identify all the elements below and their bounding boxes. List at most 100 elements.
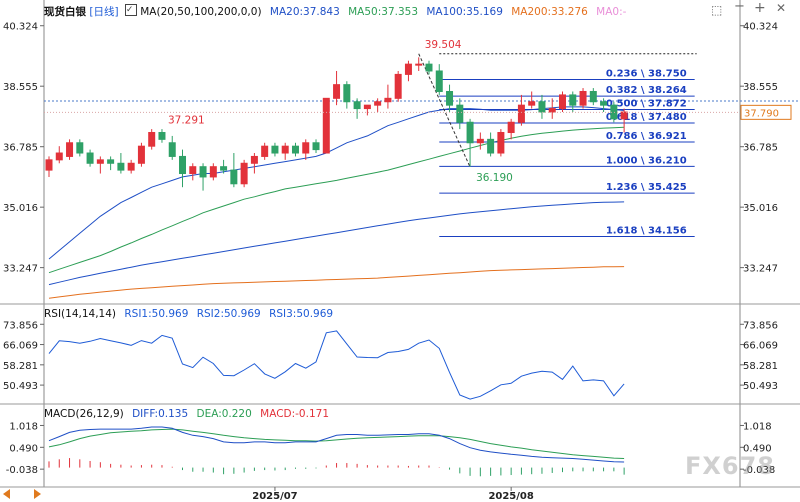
symbol-label: 现货白银	[44, 6, 86, 18]
candle-body	[384, 97, 392, 103]
fib-level-label: 0.618 \ 37.480	[606, 112, 687, 123]
ma-values-item: MA0:-	[592, 6, 627, 18]
candle-body	[569, 94, 577, 106]
candle-body	[250, 155, 258, 164]
rsi-legend-item: RSI2:50.969	[193, 308, 261, 320]
candle-body	[610, 104, 618, 120]
candle-body	[476, 138, 484, 144]
candle-body	[333, 84, 341, 99]
candle-body	[96, 159, 104, 164]
header-bar: 现货白银 [日线] ✓ MA(20,50,100,200,0,0) MA20:3…	[44, 4, 626, 19]
candle-body	[404, 63, 412, 75]
candle-body	[415, 63, 423, 66]
candle-body	[199, 166, 207, 178]
price-annotation: 37.291	[168, 114, 205, 126]
y-tick-label: 40.324	[743, 22, 778, 33]
candle-body	[86, 152, 94, 164]
rsi-header: RSI(14,14,14) RSI1:50.969 RSI2:50.969 RS…	[44, 308, 333, 320]
candle-body	[374, 101, 382, 106]
rsi-legend-item: RSI1:50.969	[124, 308, 189, 320]
candle-body	[281, 145, 289, 154]
price-annotation: 36.190	[476, 172, 513, 184]
candle-body	[507, 121, 515, 134]
candle-body	[55, 152, 63, 161]
candle-body	[209, 166, 217, 178]
ma-params: MA(20,50,100,200,0,0)	[140, 6, 262, 18]
macd-legend-item: MACD:-0.171	[256, 408, 329, 420]
fib-level-label: 0.500 \ 37.872	[606, 99, 687, 110]
y-tick-label: 50.493	[743, 381, 778, 392]
candle-body	[312, 142, 320, 151]
candle-body	[322, 97, 330, 154]
diff-line	[48, 426, 625, 463]
candle-body	[230, 169, 238, 185]
candle-body	[600, 101, 608, 106]
candle-body	[538, 101, 546, 113]
candle-body	[137, 145, 145, 164]
x-tick-label: 2025/07	[252, 491, 297, 502]
period-tag[interactable]: [日线]	[89, 6, 119, 18]
ma-line-ma100	[48, 201, 625, 286]
y-tick-label: -0.038	[6, 465, 38, 476]
ma-values-item: MA50:37.353	[344, 6, 418, 18]
rsi-legend-item: RSI3:50.969	[265, 308, 334, 320]
candle-body	[435, 70, 443, 92]
y-tick-label: 73.856	[743, 320, 778, 331]
minimize-icon[interactable]: −	[734, 0, 745, 14]
candle-body	[45, 159, 53, 171]
y-tick-label: 1.018	[9, 421, 38, 432]
watermark: FX678	[685, 452, 775, 480]
candle-body	[466, 121, 474, 144]
dea-line	[48, 428, 625, 459]
scroll-right-icon[interactable]	[34, 489, 41, 499]
ma-checkbox-icon[interactable]: ✓	[124, 4, 137, 16]
macd-legend-item: DEA:0.220	[193, 408, 252, 420]
candle-body	[446, 90, 454, 106]
candle-body	[548, 108, 556, 113]
panel-borders	[0, 0, 800, 488]
axes: 40.324 40.324 38.555 38.555 36.785 36.785 35.0…	[3, 22, 792, 502]
candle-body	[158, 132, 166, 140]
candle-body	[261, 145, 269, 157]
last-price-box	[740, 104, 792, 120]
fib-level-label: 0.786 \ 36.921	[606, 131, 687, 142]
candle-body	[189, 166, 197, 175]
scroll-left-icon[interactable]	[3, 489, 10, 499]
add-icon[interactable]: +	[754, 0, 766, 16]
last-price-label: 37.790	[744, 108, 779, 119]
y-tick-label: 33.247	[3, 264, 38, 275]
macd-title: MACD(26,12,9)	[44, 408, 124, 420]
ma-line-ma200	[48, 266, 625, 299]
y-tick-label: 38.555	[743, 82, 778, 93]
candle-body	[579, 90, 587, 106]
fib-level-label: 0.236 \ 38.750	[606, 69, 687, 80]
candle-body	[179, 155, 187, 175]
candle-body	[487, 138, 495, 154]
candle-body	[456, 104, 464, 123]
rsi-line	[48, 330, 625, 400]
candle-body	[148, 132, 156, 147]
period-label: 日线	[93, 6, 115, 18]
ma-line-ma50	[48, 126, 625, 274]
candle-body	[76, 142, 84, 154]
candle-body	[66, 142, 74, 157]
y-tick-label: 40.324	[3, 22, 38, 33]
candle-body	[517, 104, 525, 123]
settings-icon[interactable]: ⬚	[711, 3, 723, 17]
fib-level-label: 1.236 \ 35.425	[606, 182, 687, 193]
candle-body	[291, 145, 299, 154]
rsi-legend: RSI1:50.969 RSI2:50.969 RSI3:50.969	[119, 308, 333, 320]
candle-body	[394, 73, 402, 99]
y-tick-label: 1.018	[743, 421, 772, 432]
candle-body	[425, 63, 433, 72]
y-tick-label: 33.247	[743, 264, 778, 275]
y-tick-label: 36.785	[743, 143, 778, 154]
candle-body	[353, 101, 361, 110]
candle-body	[117, 162, 125, 171]
candle-body	[528, 101, 536, 106]
fib-trend-line	[418, 53, 471, 168]
y-tick-label: 73.856	[3, 320, 38, 331]
close-icon[interactable]: ✕	[776, 1, 787, 15]
y-tick-label: 58.281	[743, 361, 778, 372]
